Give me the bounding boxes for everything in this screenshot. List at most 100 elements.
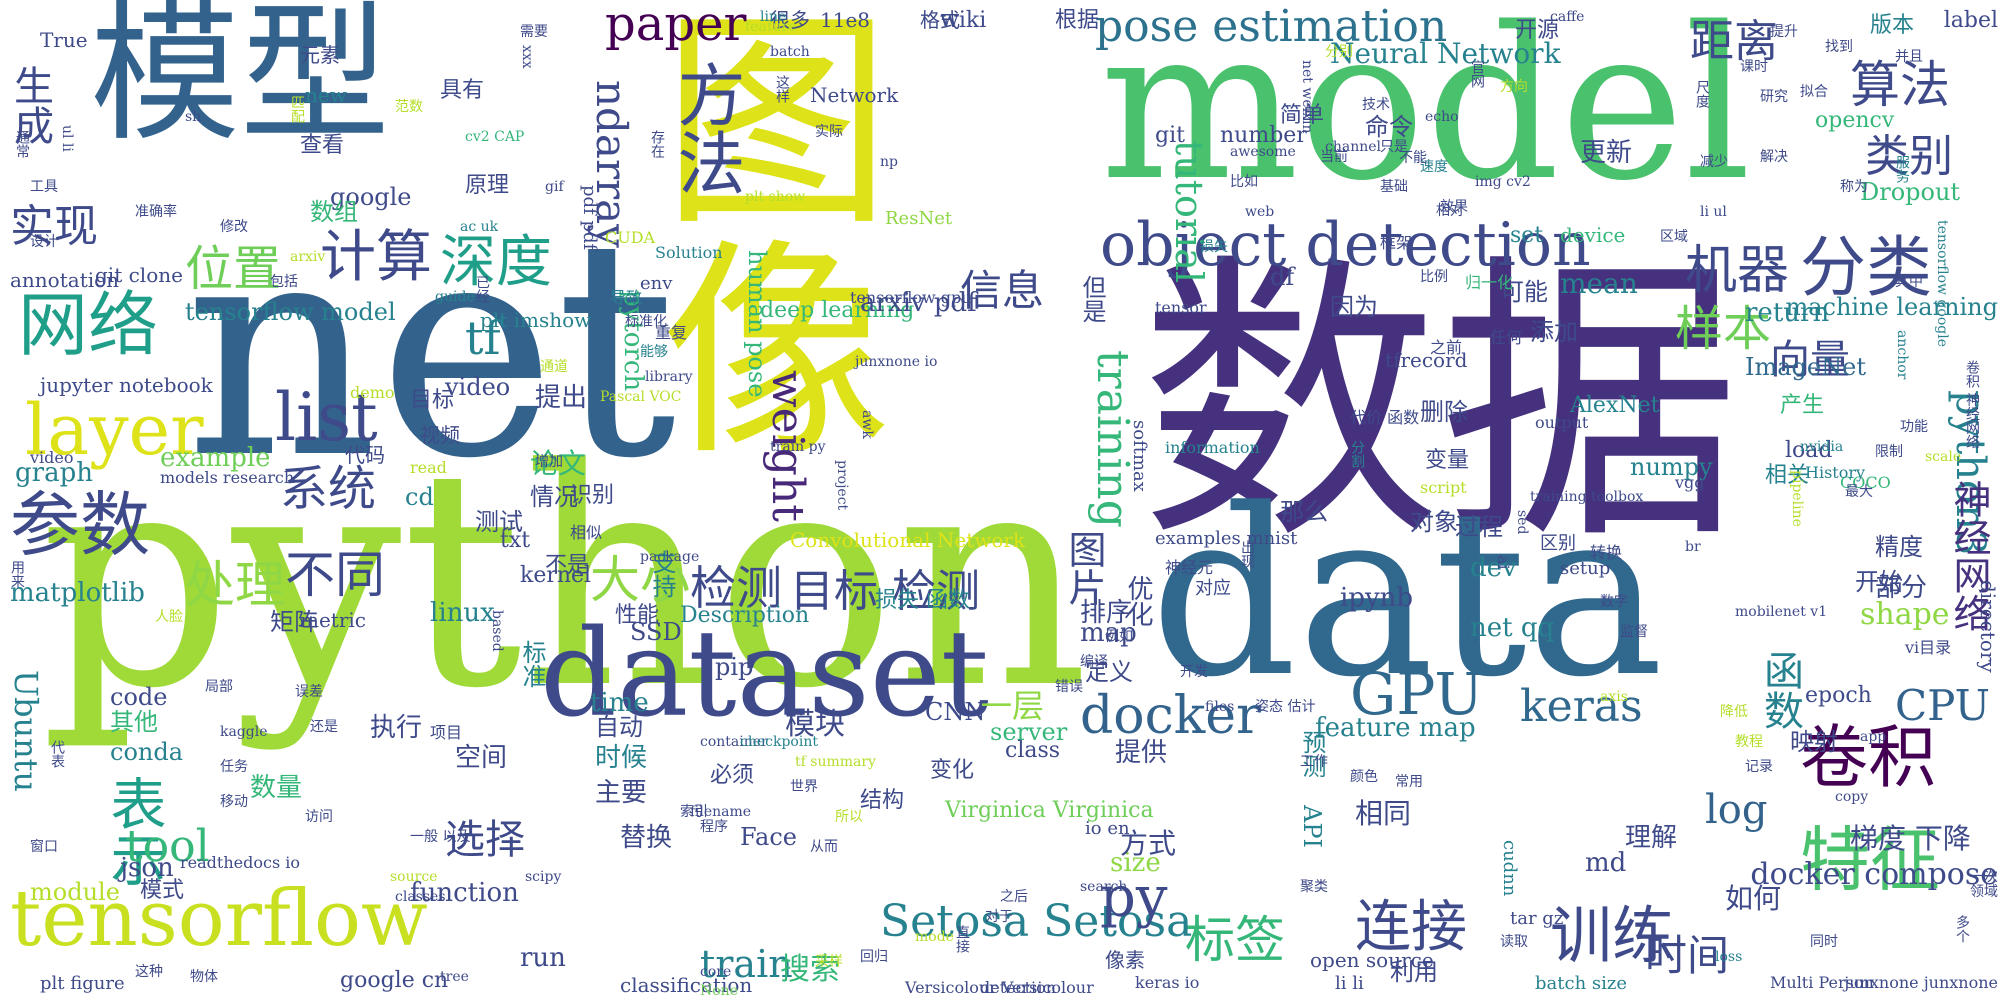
word-225: setup	[1560, 558, 1611, 579]
word-261: script	[1420, 478, 1467, 497]
word-0: 数据	[1140, 230, 1740, 579]
word-81: 提供	[1115, 738, 1168, 768]
word-77: 一层	[980, 687, 1045, 725]
word-189: 很多	[770, 8, 810, 32]
word-49: 信息	[960, 266, 1045, 315]
word-108: 数量	[250, 773, 303, 803]
word-364: 错误	[1055, 679, 1083, 695]
word-380: loss	[1715, 949, 1743, 965]
word-308: net weixin	[1299, 60, 1315, 134]
word-368: 工作	[1300, 754, 1328, 770]
word-342: 还是	[310, 719, 338, 735]
word-164: 替换	[620, 823, 673, 853]
word-351: classes	[395, 889, 446, 905]
word-32: tool	[125, 821, 210, 872]
word-268: vgg	[1675, 473, 1705, 492]
word-160: 变化	[930, 758, 975, 783]
word-365: 开发	[1180, 664, 1208, 680]
word-228: History	[1805, 463, 1866, 482]
word-61: 图片	[1062, 530, 1106, 606]
word-75: epoch	[1805, 683, 1872, 708]
word-21: 训练	[1550, 899, 1675, 972]
word-14: pose estimation	[1095, 1, 1448, 52]
word-53: 生成	[7, 65, 53, 145]
word-43: 类别	[1865, 131, 1953, 182]
word-184: 具有	[440, 78, 485, 103]
word-28: 标签	[1185, 911, 1285, 969]
word-47: training	[1087, 350, 1138, 528]
word-212: junxnone junxnone	[1844, 973, 1998, 992]
word-193: plt imshow	[480, 308, 592, 332]
word-153: 损失 函数	[875, 588, 970, 613]
word-306: 方向	[1500, 79, 1528, 95]
word-201: 项目	[430, 723, 463, 742]
word-116: 方式	[1120, 827, 1177, 860]
word-18: 计算	[320, 225, 432, 290]
word-121: 如何	[1725, 882, 1782, 915]
word-63: Neural Network	[1330, 37, 1561, 70]
word-78: 模块	[785, 707, 845, 742]
word-220: directory	[1976, 580, 2000, 673]
word-203: plt figure	[40, 973, 125, 994]
word-302: 找到	[1825, 39, 1853, 55]
word-11: layer	[25, 389, 204, 471]
word-99: pip	[715, 653, 754, 681]
word-37: 大小	[590, 551, 690, 609]
word-325: 匹配	[289, 95, 305, 123]
word-17: 分类	[1800, 229, 1932, 306]
word-26: 表示	[101, 775, 166, 887]
word-285: 只是	[1380, 139, 1408, 155]
word-62: tutorial	[1167, 140, 1211, 284]
word-146: arxiv pdf	[860, 288, 977, 318]
word-255: 比例	[1420, 269, 1448, 285]
word-345: 代表	[49, 740, 65, 768]
word-72: docker compose	[1750, 857, 1998, 892]
word-57: tf	[465, 311, 501, 365]
word-167: txt	[500, 528, 531, 553]
word-124: 精度	[1875, 533, 1923, 561]
word-126: 更新	[1580, 138, 1633, 168]
word-115: size	[1110, 848, 1161, 878]
word-39: log	[1705, 787, 1768, 833]
word-354: 程序	[700, 819, 728, 835]
word-258: 任何	[1490, 328, 1523, 347]
word-136: 查看	[300, 133, 345, 158]
word-91: 视频	[420, 423, 460, 447]
word-323: 修改	[220, 219, 248, 235]
word-358: tf summary	[795, 754, 876, 770]
word-55: 系统	[280, 461, 377, 517]
word-4: 图像	[622, 0, 889, 460]
word-218: None	[700, 983, 738, 999]
word-344: 任务	[220, 759, 248, 775]
word-332: 包括	[270, 274, 298, 290]
word-174: 添加	[1530, 318, 1578, 346]
word-207: detection	[980, 978, 1057, 997]
word-25: CPU	[1895, 681, 1991, 730]
word-202: readthedocs io	[180, 853, 300, 872]
word-398: 相对	[1436, 203, 1464, 219]
word-128: Dropout	[1860, 178, 1961, 206]
word-183: device	[1560, 223, 1626, 247]
word-363: 编译	[1080, 654, 1108, 670]
word-103: 执行	[370, 713, 423, 743]
word-197: video	[30, 448, 74, 467]
word-67: numpy	[1630, 453, 1713, 481]
word-139: git	[1155, 123, 1185, 148]
word-267: 监督	[1620, 624, 1648, 640]
word-277: 最大	[1845, 484, 1873, 500]
word-199: package	[640, 549, 700, 565]
word-303: 并且	[1895, 49, 1923, 65]
word-132: ipynb	[1340, 583, 1414, 613]
word-88: video	[445, 373, 511, 401]
word-105: 标准	[518, 640, 546, 688]
word-138: 开源	[1515, 18, 1560, 43]
word-286: 基础	[1380, 179, 1408, 195]
word-359: 世界	[790, 779, 818, 795]
word-279: 功能	[1900, 419, 1928, 435]
word-219: Convolutional Network	[790, 528, 1026, 552]
word-178: 对象	[1410, 508, 1458, 536]
word-394: tree	[440, 969, 469, 985]
word-56: ndarray	[587, 80, 636, 248]
word-356: container	[700, 734, 768, 750]
word-315: 存在	[649, 130, 665, 158]
